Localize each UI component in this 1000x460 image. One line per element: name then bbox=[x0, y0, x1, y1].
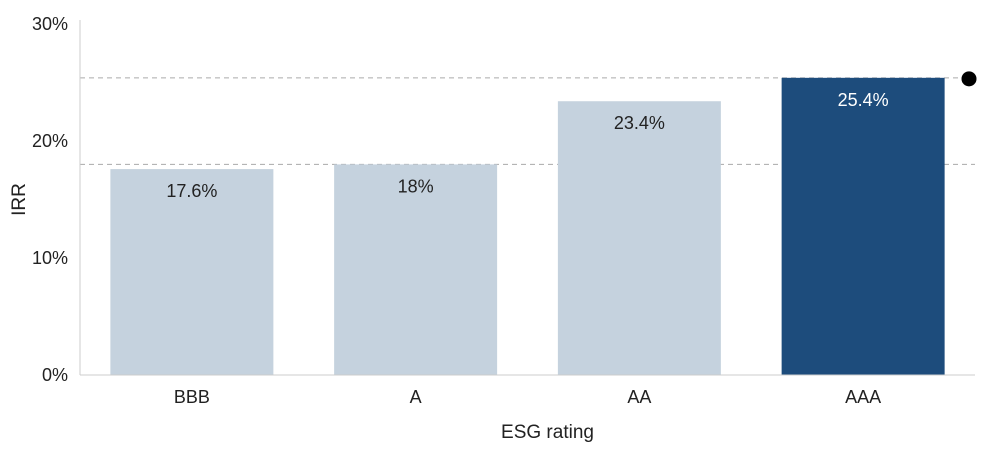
bar-bbb bbox=[110, 169, 274, 375]
bars bbox=[110, 77, 945, 375]
x-tick-label: A bbox=[410, 387, 422, 407]
y-tick-label: 0% bbox=[42, 365, 68, 385]
bar-value-label: 23.4% bbox=[614, 113, 665, 133]
x-tick-labels: BBB A AA AAA bbox=[174, 387, 881, 407]
y-tick-label: 30% bbox=[32, 14, 68, 34]
bar-a bbox=[334, 164, 498, 375]
y-tick-label: 10% bbox=[32, 248, 68, 268]
y-tick-label: 20% bbox=[32, 131, 68, 151]
bar-value-label: 18% bbox=[398, 176, 434, 196]
reference-marker-dot bbox=[961, 71, 977, 87]
x-tick-label: AAA bbox=[845, 387, 881, 407]
x-tick-label: BBB bbox=[174, 387, 210, 407]
x-axis-title: ESG rating bbox=[501, 422, 594, 443]
bar-aaa bbox=[781, 77, 945, 375]
x-tick-label: AA bbox=[627, 387, 651, 407]
bar-aa bbox=[557, 101, 721, 375]
y-axis-title: IRR bbox=[9, 183, 30, 216]
bar-value-label: 25.4% bbox=[838, 90, 889, 110]
bar-value-label: 17.6% bbox=[166, 181, 217, 201]
bar-labels: 17.6% 18% 23.4% 25.4% bbox=[166, 90, 888, 201]
y-tick-labels: 0% 10% 20% 30% bbox=[32, 14, 68, 385]
